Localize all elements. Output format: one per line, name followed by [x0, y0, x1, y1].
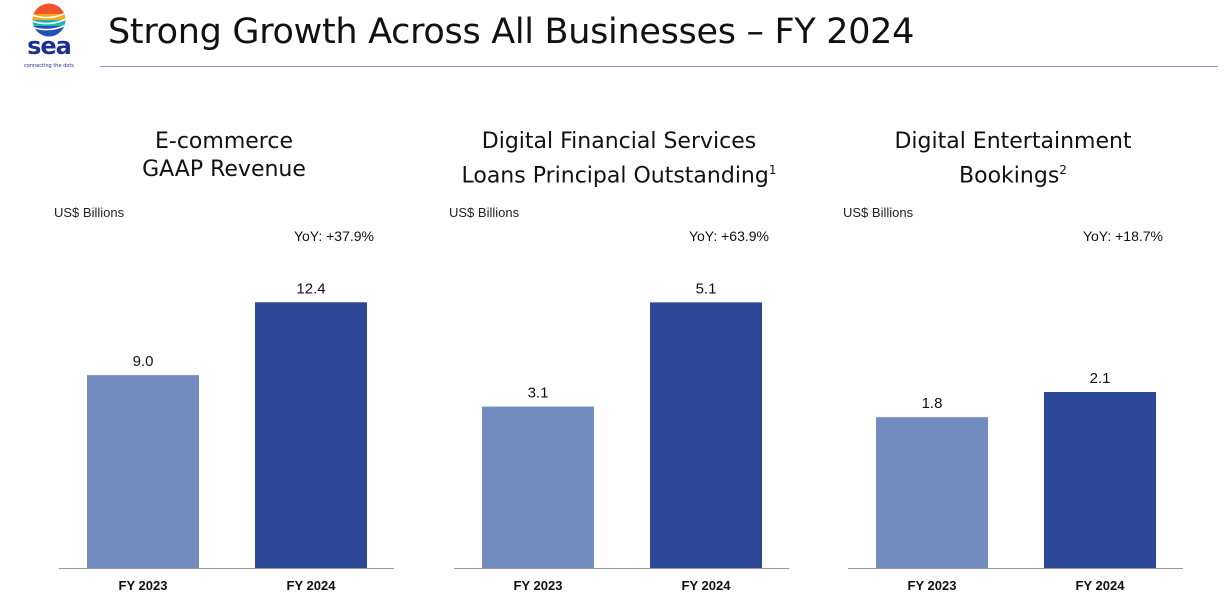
chart-title-line-1: Digital Financial Services — [481, 129, 757, 154]
value-label: 3.1 — [528, 385, 549, 402]
bar-chart: 3.1 FY 2023 5.1 FY 2024 — [454, 280, 789, 593]
footnote-marker: 2 — [1059, 163, 1067, 177]
unit-label: US$ Billions — [843, 205, 914, 220]
yoy-label: YoY: +63.9% — [688, 228, 769, 244]
unit-label: US$ Billions — [54, 205, 125, 220]
bar-fy-2024 — [255, 302, 367, 568]
value-label: 1.8 — [922, 395, 943, 412]
bar-fy-2024 — [1044, 392, 1156, 568]
chart-panel-ecommerce: E-commerce GAAP Revenue US$ Billions YoY… — [54, 128, 394, 606]
chart-title: Digital Financial Services Loans Princip… — [449, 128, 789, 190]
chart-title: E-commerce GAAP Revenue — [54, 128, 394, 184]
value-label: 12.4 — [296, 280, 325, 297]
chart-title-line-2: Bookings2 — [959, 163, 1067, 189]
chart-title-line-2: Loans Principal Outstanding1 — [461, 163, 777, 189]
yoy-label: YoY: +18.7% — [1082, 228, 1163, 244]
bar-fy-2024 — [650, 302, 762, 568]
sea-logo-icon — [32, 3, 66, 37]
bar-chart: 1.8 FY 2023 2.1 FY 2024 — [848, 370, 1183, 593]
chart-title-line-1: Digital Entertainment — [894, 129, 1132, 154]
x-tick-label: FY 2024 — [287, 578, 337, 593]
x-tick-label: FY 2023 — [908, 578, 957, 593]
footnote-marker: 1 — [768, 163, 777, 177]
title-divider — [100, 66, 1218, 67]
chart-panel-entertainment: Digital Entertainment Bookings2 US$ Bill… — [843, 128, 1183, 606]
chart-title-line-2: GAAP Revenue — [142, 157, 306, 182]
bar-fy-2023 — [876, 417, 988, 568]
x-tick-label: FY 2023 — [119, 578, 168, 593]
value-label: 5.1 — [696, 280, 717, 297]
logo-tagline: connecting the dots — [24, 63, 74, 69]
chart-panel-financial-services: Digital Financial Services Loans Princip… — [449, 128, 789, 606]
x-tick-label: FY 2023 — [514, 578, 563, 593]
value-label: 2.1 — [1090, 370, 1111, 387]
bar-fy-2023 — [482, 406, 594, 568]
x-tick-label: FY 2024 — [1076, 578, 1126, 593]
yoy-label: YoY: +37.9% — [293, 228, 374, 244]
bar-fy-2023 — [87, 375, 199, 568]
chart-title: Digital Entertainment Bookings2 — [843, 128, 1183, 190]
x-tick-label: FY 2024 — [682, 578, 732, 593]
value-label: 9.0 — [133, 353, 154, 370]
chart-title-line-1: E-commerce — [155, 129, 293, 154]
page-title: Strong Growth Across All Businesses – FY… — [108, 12, 915, 52]
bar-chart: 9.0 FY 2023 12.4 FY 2024 — [59, 280, 394, 593]
unit-label: US$ Billions — [449, 205, 520, 220]
logo-wordmark: sea — [27, 32, 72, 60]
sea-logo: sea connecting the dots — [22, 3, 78, 75]
